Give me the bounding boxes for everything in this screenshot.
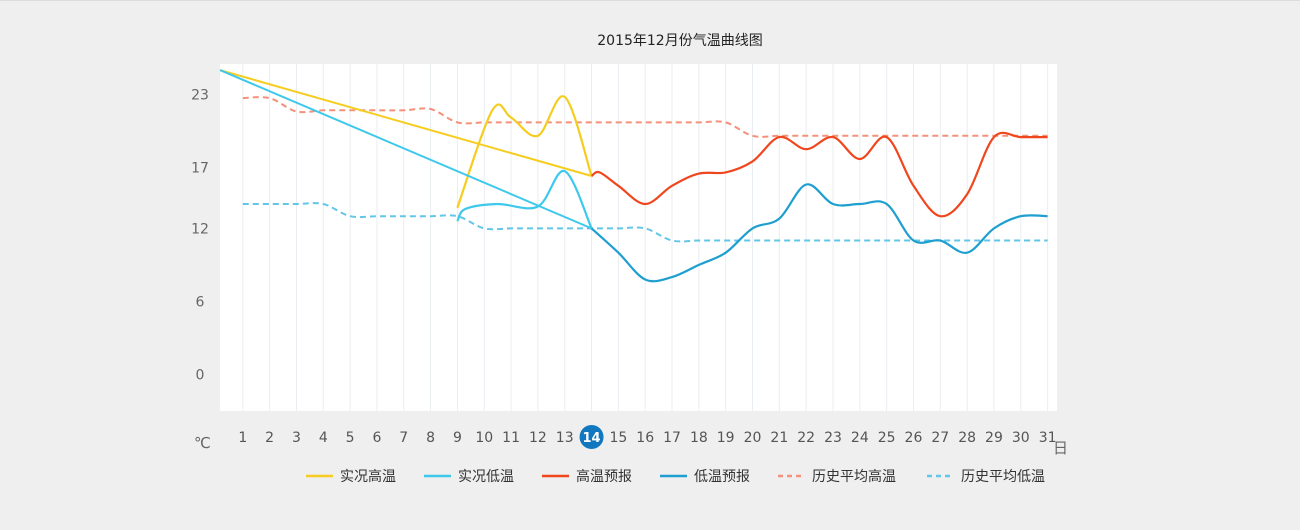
x-tick-label: 21 <box>770 430 788 446</box>
x-tick-label: 30 <box>1012 430 1030 446</box>
x-tick-label: 17 <box>663 430 681 446</box>
x-axis: 1 2 3 4 5 6 7 8 9 10 11 12 13 14 15 16 17 18 19 20 21 22 23 24 2… <box>238 425 1057 449</box>
x-tick-label: 1 <box>238 430 247 446</box>
series-line <box>590 183 1048 283</box>
x-tick-label: 24 <box>851 430 869 446</box>
y-axis: 0 6 12 17 23 <box>191 87 209 383</box>
series-line <box>456 95 593 209</box>
legend-label: 高温预报 <box>576 468 632 485</box>
legend-label: 实况低温 <box>458 469 514 485</box>
x-tick-label: 9 <box>453 430 462 446</box>
top-divider <box>0 0 1300 1</box>
legend-label: 历史平均高温 <box>812 468 896 485</box>
x-tick-label: 8 <box>426 430 435 446</box>
x-tick-label: 25 <box>878 430 896 446</box>
plot-area <box>220 64 1057 411</box>
x-tick-label: 10 <box>475 430 493 446</box>
x-tick-label: 20 <box>744 430 762 446</box>
chart-title: 2015年12月份气温曲线图 <box>597 33 762 49</box>
x-tick-label: 26 <box>905 430 923 446</box>
y-tick-label: 12 <box>191 221 209 237</box>
x-tick-label: 11 <box>502 430 520 446</box>
x-tick-label: 3 <box>292 430 301 446</box>
x-tick-label: 15 <box>609 430 627 446</box>
legend-label: 实况高温 <box>340 468 396 485</box>
x-tick-label: 31 <box>1039 430 1057 446</box>
y-tick-label: 6 <box>196 294 205 310</box>
x-tick-label: 2 <box>265 430 274 446</box>
x-tick-label: 7 <box>399 430 408 446</box>
y-unit-label: ℃ <box>194 434 211 452</box>
x-tick-label: 29 <box>985 430 1003 446</box>
x-tick-label: 22 <box>797 430 815 446</box>
x-tick-label: 19 <box>717 430 735 446</box>
series-trend-line <box>219 69 592 177</box>
x-unit-label: 日 <box>1053 439 1068 457</box>
series-line <box>242 96 1048 138</box>
series-layer <box>219 69 1048 283</box>
y-tick-label: 23 <box>191 87 209 103</box>
x-tick-label: 16 <box>636 430 654 446</box>
x-tick-label: 28 <box>958 430 976 446</box>
legend-label: 低温预报 <box>694 469 750 485</box>
x-tick-label: 14 <box>583 431 601 446</box>
y-tick-label: 0 <box>196 367 205 383</box>
x-tick-label: 6 <box>372 430 381 446</box>
today-marker <box>579 425 604 449</box>
y-tick-label: 17 <box>191 160 209 176</box>
legend: 实况高温 实况低温 高温预报 低温预报 历史平均高温 历史平均低温 <box>306 468 1045 485</box>
x-tick-label: 23 <box>824 430 842 446</box>
series-line <box>590 131 1048 218</box>
series-trend-line <box>219 69 592 230</box>
x-tick-label: 18 <box>690 430 708 446</box>
x-tick-label: 27 <box>931 430 949 446</box>
x-tick-label: 12 <box>529 430 547 446</box>
x-tick-label: 5 <box>346 430 355 446</box>
x-tick-label: 4 <box>319 430 328 446</box>
x-tick-label: 13 <box>556 430 574 446</box>
series-line <box>456 169 593 229</box>
legend-label: 历史平均低温 <box>961 469 1045 485</box>
